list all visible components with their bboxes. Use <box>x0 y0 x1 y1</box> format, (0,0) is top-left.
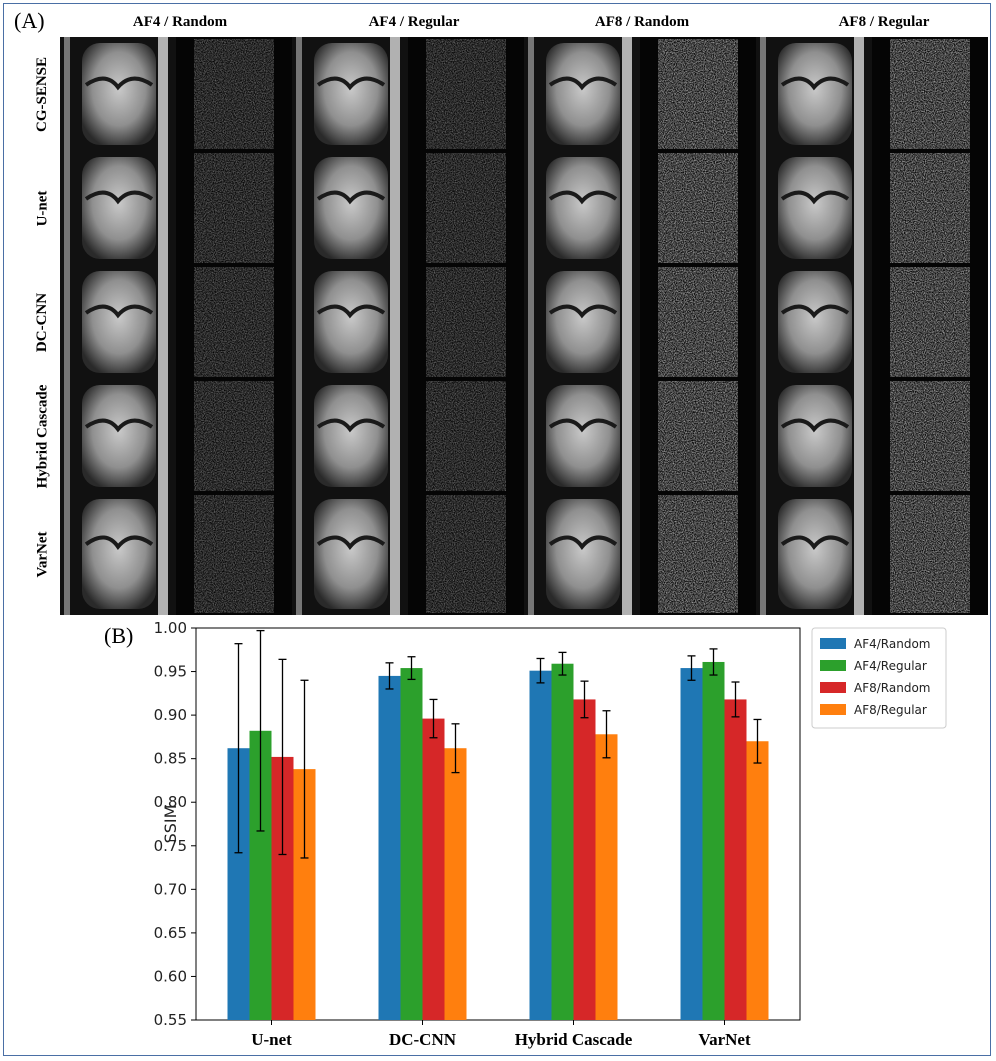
error-map-tile <box>640 265 756 379</box>
y-tick-label: 0.75 <box>154 837 187 855</box>
error-map-tile <box>872 37 988 151</box>
bar <box>378 675 401 1020</box>
reconstruction-tile <box>524 151 640 265</box>
legend-label: AF8/Random <box>854 681 930 695</box>
legend-swatch <box>820 638 846 649</box>
legend: AF4/Random AF4/Regular AF8/Random AF8/Regul… <box>811 627 947 729</box>
bar <box>293 769 316 1020</box>
legend-box <box>811 627 947 729</box>
bar <box>573 699 596 1020</box>
y-tick-label: 0.80 <box>154 793 187 811</box>
bar <box>595 734 618 1020</box>
column-title-af4-random: AF4 / Random <box>132 14 228 30</box>
reconstruction-tile <box>292 37 408 151</box>
bar <box>551 663 574 1020</box>
error-map-tile <box>408 151 524 265</box>
legend-label: AF8/Regular <box>854 703 927 717</box>
x-category-label: VarNet <box>698 1030 751 1049</box>
error-map-tile <box>640 493 756 615</box>
reconstruction-tile <box>756 379 872 493</box>
reconstruction-tile <box>756 493 872 615</box>
legend-swatch <box>820 704 846 715</box>
reconstruction-tile <box>60 265 176 379</box>
error-map-tile <box>872 265 988 379</box>
reconstruction-tile <box>756 265 872 379</box>
reconstruction-tile <box>292 493 408 615</box>
error-map-tile <box>640 379 756 493</box>
error-map-tile <box>640 37 756 151</box>
legend-label: AF4/Random <box>854 637 930 651</box>
y-tick-label: 0.55 <box>154 1011 187 1029</box>
y-tick-label: 0.60 <box>154 967 187 985</box>
bar <box>529 670 552 1020</box>
column-title-af8-random: AF8 / Random <box>594 14 690 30</box>
error-map-tile <box>176 37 292 151</box>
reconstruction-tile <box>60 37 176 151</box>
bar <box>249 730 272 1020</box>
reconstruction-tile <box>524 493 640 615</box>
error-map-tile <box>640 151 756 265</box>
y-tick-label: 0.85 <box>154 750 187 768</box>
column-title-af4-regular: AF4 / Regular <box>368 14 460 30</box>
bar <box>271 756 294 1020</box>
bar <box>227 748 250 1020</box>
x-category-label: Hybrid Cascade <box>515 1030 633 1049</box>
bar <box>702 661 725 1020</box>
reconstruction-tile <box>292 379 408 493</box>
bar <box>422 718 445 1020</box>
reconstruction-tile <box>756 151 872 265</box>
y-tick-label: 0.70 <box>154 880 187 898</box>
error-map-tile <box>176 265 292 379</box>
reconstruction-tile <box>524 37 640 151</box>
column-title-af8-regular: AF8 / Regular <box>838 14 930 30</box>
reconstruction-tile <box>60 379 176 493</box>
reconstruction-tile <box>60 493 176 615</box>
y-tick-label: 0.95 <box>154 663 187 681</box>
error-map-tile <box>872 151 988 265</box>
bar <box>724 699 747 1020</box>
panel-a-label: (A) <box>14 8 45 33</box>
reconstruction-tile <box>292 151 408 265</box>
y-tick-label: 0.65 <box>154 924 187 942</box>
mri-image-grid <box>60 37 988 615</box>
error-map-tile <box>408 265 524 379</box>
figure-frame <box>3 3 991 1056</box>
error-map-tile <box>176 493 292 615</box>
x-category-label: DC-CNN <box>389 1030 457 1049</box>
error-map-tile <box>408 37 524 151</box>
error-map-tile <box>176 379 292 493</box>
panel-b-label: (B) <box>104 623 134 648</box>
error-map-tile <box>176 151 292 265</box>
reconstruction-tile <box>524 379 640 493</box>
bar <box>400 668 423 1020</box>
y-tick-label: 0.90 <box>154 706 187 724</box>
legend-swatch <box>820 660 846 671</box>
reconstruction-tile <box>756 37 872 151</box>
bar <box>444 748 467 1020</box>
legend-label: AF4/Regular <box>854 659 927 673</box>
error-map-tile <box>872 493 988 615</box>
error-map-tile <box>408 379 524 493</box>
error-map-tile <box>872 379 988 493</box>
y-axis-label: SSIM <box>161 805 180 844</box>
reconstruction-tile <box>524 265 640 379</box>
plot-area: 0.55 0.60 0.65 0.70 0.75 0.80 0.85 0.90 0.95 1.00… <box>154 619 801 1049</box>
y-tick-label: 1.00 <box>154 619 187 637</box>
reconstruction-tile <box>292 265 408 379</box>
bar <box>680 668 703 1020</box>
bar <box>746 741 769 1020</box>
x-category-label: U-net <box>251 1030 292 1049</box>
legend-swatch <box>820 682 846 693</box>
error-map-tile <box>408 493 524 615</box>
reconstruction-tile <box>60 151 176 265</box>
